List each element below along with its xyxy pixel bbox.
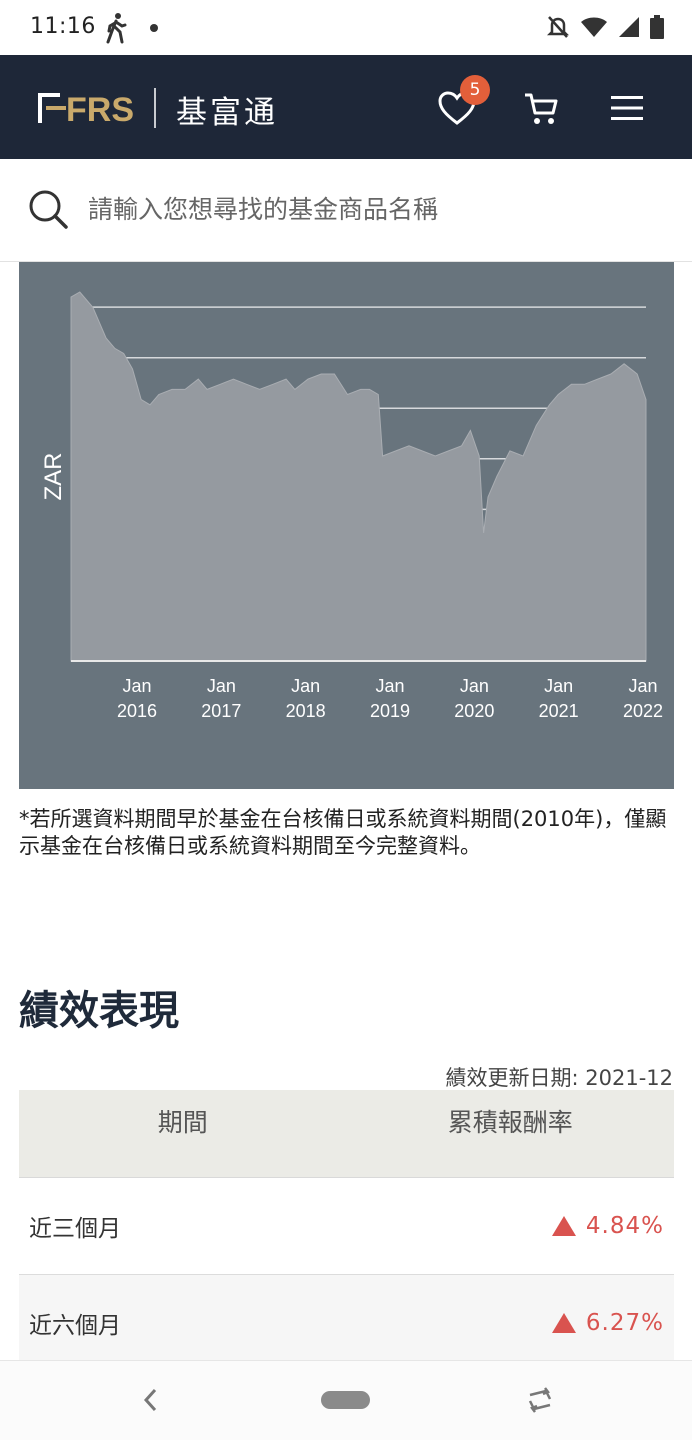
home-pill-button[interactable]	[321, 1391, 370, 1409]
data-period-note: *若所選資料期間早於基金在台核備日或系統資料期間(2010年)，僅顯示基金在台核…	[19, 807, 667, 858]
performance-table: 期間 累積報酬率 近三個月 4.84% 近六個月 6.27%	[19, 1090, 674, 1372]
mute-bell-icon	[546, 16, 570, 38]
logo-divider	[154, 88, 156, 128]
x-tick-month-label: Jan	[207, 676, 236, 696]
row-return: 6.27%	[551, 1310, 664, 1336]
performance-update-date: 績效更新日期: 2021-12	[445, 1066, 674, 1090]
row-return: 4.84%	[551, 1213, 664, 1239]
price-chart: ZAR Jan 2016 Jan 2017 Jan 2018 Jan 2019 Jan 2020 J…	[19, 262, 674, 789]
x-tick-month-label: Jan	[375, 676, 404, 696]
x-tick-year-label: 2017	[201, 701, 241, 721]
x-tick-month-label: Jan	[628, 676, 657, 696]
frs-logo[interactable]: FRS	[38, 93, 134, 123]
brand-name: 基富通	[176, 95, 278, 131]
x-tick-year-label: 2018	[286, 701, 326, 721]
search-icon[interactable]	[28, 189, 68, 229]
battery-icon	[650, 15, 664, 39]
back-icon[interactable]	[142, 1387, 158, 1413]
col-return-header: 累積報酬率	[447, 1108, 573, 1137]
performance-title: 績效表現	[19, 988, 179, 1034]
wishlist-count-badge: 5	[460, 75, 490, 105]
x-tick-month-label: Jan	[122, 676, 151, 696]
x-tick-year-label: 2016	[117, 701, 157, 721]
x-tick-month-label: Jan	[460, 676, 489, 696]
price-chart-svg: ZAR Jan2016Jan2017Jan2018Jan2019Jan2020J…	[40, 291, 663, 721]
signal-icon	[619, 17, 639, 37]
col-period-header: 期間	[157, 1108, 208, 1137]
walking-icon	[106, 13, 127, 44]
status-bar: 11:16	[0, 0, 692, 55]
row-return-value: 6.27%	[585, 1310, 664, 1336]
performance-table-header: 期間 累積報酬率	[19, 1090, 674, 1178]
x-tick-year-label: 2019	[370, 701, 410, 721]
logo-text: FRS	[66, 93, 134, 123]
chart-x-ticks: Jan 2016 Jan 2017 Jan 2018 Jan 2019 Jan 2020 Jan 20…	[117, 676, 663, 721]
system-nav-bar	[0, 1360, 692, 1440]
x-tick-year-label: 2020	[454, 701, 494, 721]
row-period: 近三個月	[29, 1216, 121, 1242]
x-tick-month-label: Jan	[291, 676, 320, 696]
x-tick-year-label: 2022	[623, 701, 663, 721]
search-input[interactable]	[88, 185, 648, 233]
x-tick-month-label: Jan	[544, 676, 573, 696]
price-area-series	[70, 291, 647, 662]
status-time: 11:16	[30, 14, 96, 39]
rotate-icon[interactable]	[525, 1385, 555, 1415]
row-period: 近六個月	[29, 1313, 121, 1339]
row-return-value: 4.84%	[585, 1213, 664, 1239]
table-row: 近六個月 6.27%	[19, 1275, 674, 1372]
hamburger-menu-icon[interactable]	[611, 95, 643, 121]
status-icons	[546, 14, 664, 40]
x-tick-year-label: 2021	[539, 701, 579, 721]
notification-dot	[150, 24, 158, 32]
up-triangle-icon	[551, 1313, 576, 1333]
wifi-icon	[581, 17, 607, 37]
chart-y-label: ZAR	[40, 453, 67, 501]
up-triangle-icon	[551, 1216, 576, 1236]
search-bar	[0, 159, 692, 262]
cart-icon[interactable]	[523, 92, 559, 126]
app-header: FRS 基富通 5	[0, 55, 692, 159]
table-row: 近三個月 4.84%	[19, 1178, 674, 1275]
